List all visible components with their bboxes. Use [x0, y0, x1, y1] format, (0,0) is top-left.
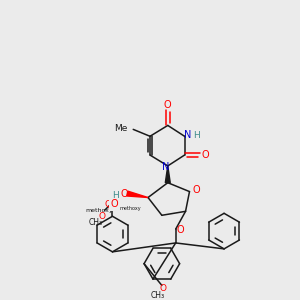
Text: H: H	[112, 191, 119, 200]
Text: O: O	[193, 184, 200, 195]
Text: O: O	[104, 200, 111, 209]
Text: H: H	[193, 131, 200, 140]
Text: methoxy: methoxy	[119, 206, 141, 211]
Text: O: O	[121, 189, 128, 199]
Text: CH₃: CH₃	[88, 218, 103, 227]
Text: O: O	[98, 212, 105, 221]
Text: N: N	[162, 162, 169, 172]
Polygon shape	[127, 191, 148, 197]
Polygon shape	[165, 166, 170, 183]
Text: O: O	[202, 150, 209, 160]
Text: O: O	[159, 284, 166, 293]
Text: methoxy: methoxy	[86, 208, 113, 213]
Text: O: O	[177, 225, 184, 235]
Text: O: O	[111, 200, 118, 209]
Text: O: O	[164, 100, 172, 110]
Text: Me: Me	[114, 124, 127, 133]
Text: CH₃: CH₃	[151, 291, 165, 300]
Text: O: O	[108, 203, 115, 213]
Text: N: N	[184, 130, 191, 140]
